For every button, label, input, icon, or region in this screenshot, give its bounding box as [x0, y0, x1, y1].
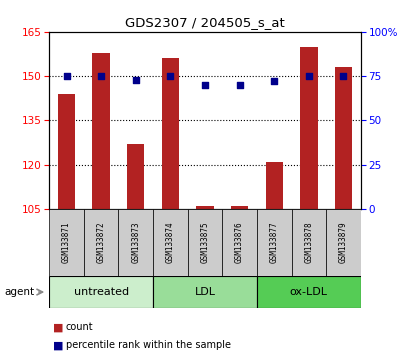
Text: GSM133875: GSM133875: [200, 222, 209, 263]
Text: count: count: [65, 322, 93, 332]
Text: GSM133873: GSM133873: [131, 222, 140, 263]
Text: ■: ■: [53, 340, 64, 350]
Bar: [230, 206, 248, 209]
Bar: [196, 206, 213, 209]
Text: GSM133876: GSM133876: [234, 222, 243, 263]
Bar: [58, 94, 75, 209]
Text: GSM133878: GSM133878: [303, 222, 312, 263]
Bar: [299, 47, 317, 209]
Bar: [265, 162, 282, 209]
Text: LDL: LDL: [194, 287, 215, 297]
Point: [132, 77, 139, 82]
Text: ■: ■: [53, 322, 64, 332]
Bar: [256, 209, 291, 276]
Point: [305, 73, 311, 79]
Text: GSM133874: GSM133874: [166, 222, 175, 263]
Text: GSM133871: GSM133871: [62, 222, 71, 263]
Point: [167, 73, 173, 79]
Point: [236, 82, 242, 88]
Bar: [153, 209, 187, 276]
Point: [270, 79, 277, 84]
Bar: [153, 276, 256, 308]
Bar: [92, 52, 110, 209]
Bar: [49, 276, 153, 308]
Text: GSM133872: GSM133872: [97, 222, 106, 263]
Point: [63, 73, 70, 79]
Point: [201, 82, 208, 88]
Bar: [127, 144, 144, 209]
Text: percentile rank within the sample: percentile rank within the sample: [65, 340, 230, 350]
Bar: [256, 276, 360, 308]
Bar: [118, 209, 153, 276]
Text: untreated: untreated: [73, 287, 128, 297]
Bar: [222, 209, 256, 276]
Point: [339, 73, 346, 79]
Bar: [291, 209, 326, 276]
Bar: [49, 209, 83, 276]
Text: GDS2307 / 204505_s_at: GDS2307 / 204505_s_at: [125, 16, 284, 29]
Text: agent: agent: [4, 287, 34, 297]
Text: ox-LDL: ox-LDL: [289, 287, 327, 297]
Bar: [83, 209, 118, 276]
Bar: [326, 209, 360, 276]
Bar: [187, 209, 222, 276]
Bar: [334, 67, 351, 209]
Point: [98, 73, 104, 79]
Text: GSM133879: GSM133879: [338, 222, 347, 263]
Text: GSM133877: GSM133877: [269, 222, 278, 263]
Bar: [161, 58, 179, 209]
